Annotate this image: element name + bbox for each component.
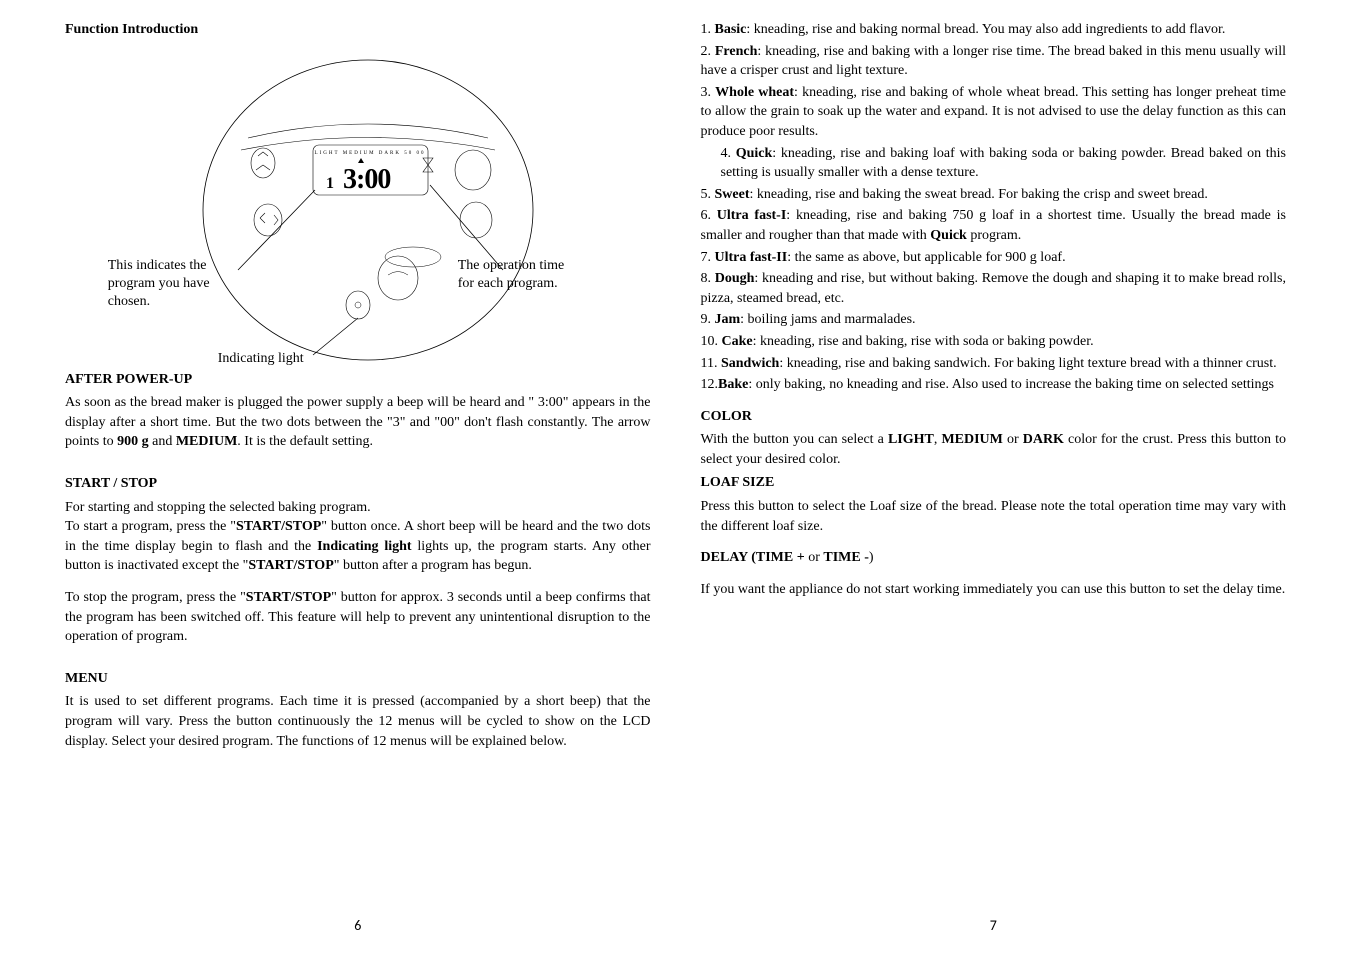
diagram-bottom-label: Indicating light bbox=[218, 350, 304, 368]
prog-sandwich: 11. Sandwich: kneading, rise and baking … bbox=[701, 354, 1287, 374]
program-list: 1. Basic: kneading, rise and baking norm… bbox=[701, 20, 1287, 395]
diagram-left-label: This indicates the program you have chos… bbox=[108, 257, 248, 312]
menu-text: It is used to set different programs. Ea… bbox=[65, 692, 651, 751]
prog-french: 2. French: kneading, rise and baking wit… bbox=[701, 42, 1287, 81]
function-intro-heading: Function Introduction bbox=[65, 20, 651, 40]
left-l2: program you have bbox=[108, 276, 210, 291]
after-power-text: As soon as the bread maker is plugged th… bbox=[65, 393, 651, 452]
prog-cake: 10. Cake: kneading, rise and baking, ris… bbox=[701, 332, 1287, 352]
loaf-heading: LOAF SIZE bbox=[701, 473, 1287, 493]
left-l1: This indicates the bbox=[108, 258, 207, 273]
start-stop-p2: To stop the program, press the "START/ST… bbox=[65, 588, 651, 647]
breadmaker-svg: LIGHT MEDIUM DARK 50 00 1 3:00 bbox=[108, 50, 608, 370]
color-heading: COLOR bbox=[701, 407, 1287, 427]
after-power-heading: AFTER POWER-UP bbox=[65, 370, 651, 390]
right-l2: for each program. bbox=[458, 276, 558, 291]
lcd-top-text: LIGHT MEDIUM DARK 50 00 bbox=[314, 151, 425, 156]
prog-sweet: 5. Sweet: kneading, rise and baking the … bbox=[701, 185, 1287, 205]
lcd-prog: 1 bbox=[326, 175, 334, 192]
breadmaker-diagram: LIGHT MEDIUM DARK 50 00 1 3:00 This indi… bbox=[108, 50, 608, 370]
loaf-text: Press this button to select the Loaf siz… bbox=[701, 497, 1287, 536]
prog-wholewheat: 3. Whole wheat: kneading, rise and bakin… bbox=[701, 83, 1287, 142]
prog-ultrafast1: 6. Ultra fast-I: kneading, rise and baki… bbox=[701, 206, 1287, 245]
prog-quick: 4. Quick: kneading, rise and baking loaf… bbox=[701, 144, 1287, 183]
page-number-left: 6 bbox=[354, 917, 361, 934]
start-stop-p1: For starting and stopping the selected b… bbox=[65, 498, 651, 576]
page-number-right: 7 bbox=[990, 917, 997, 934]
prog-bake: 12.Bake: only baking, no kneading and ri… bbox=[701, 375, 1287, 395]
delay-text: If you want the appliance do not start w… bbox=[701, 580, 1287, 600]
color-text: With the button you can select a LIGHT, … bbox=[701, 430, 1287, 469]
page-right: 1. Basic: kneading, rise and baking norm… bbox=[676, 20, 1312, 934]
prog-jam: 9. Jam: boiling jams and marmalades. bbox=[701, 310, 1287, 330]
delay-heading: DELAY (TIME + or TIME -) bbox=[701, 548, 1287, 568]
lcd-time: 3:00 bbox=[343, 164, 390, 195]
prog-ultrafast2: 7. Ultra fast-II: the same as above, but… bbox=[701, 248, 1287, 268]
diagram-right-label: The operation time for each program. bbox=[458, 257, 608, 293]
right-l1: The operation time bbox=[458, 258, 565, 273]
start-stop-heading: START / STOP bbox=[65, 474, 651, 494]
prog-basic: 1. Basic: kneading, rise and baking norm… bbox=[701, 20, 1287, 40]
prog-dough: 8. Dough: kneading and rise, but without… bbox=[701, 269, 1287, 308]
page-left: Function Introduction LIGHT MEDIUM DARK … bbox=[40, 20, 676, 934]
left-l3: chosen. bbox=[108, 294, 150, 309]
menu-heading: MENU bbox=[65, 669, 651, 689]
